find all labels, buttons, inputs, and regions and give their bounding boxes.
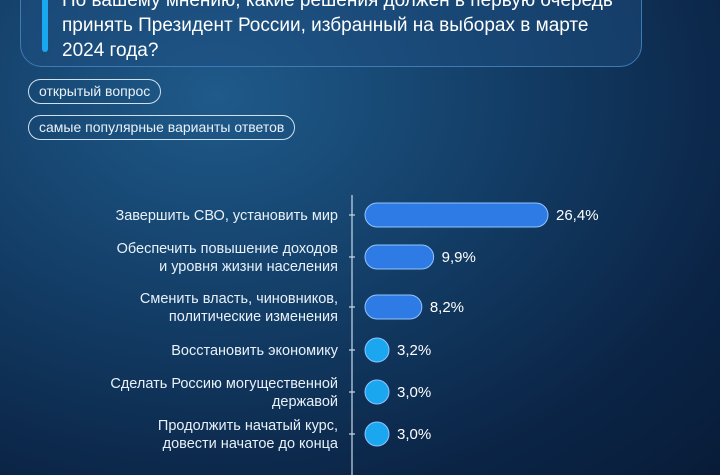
chart-value-label: 3,2% (397, 342, 431, 359)
chart-category-label: Сменить власть, чиновников, (140, 291, 338, 307)
question-accent-bar (42, 0, 48, 52)
question-line-1: По вашему мнению, какие решения должен в… (62, 0, 613, 11)
chart-category-label: Обеспечить повышение доходов (117, 241, 339, 257)
open-question-chip: открытый вопрос (28, 79, 162, 104)
question-text: По вашему мнению, какие решения должен в… (62, 0, 622, 63)
question-line-2: принять Президент России, избранный на в… (62, 15, 589, 36)
chart-category-label: державой (272, 394, 338, 410)
chart-value-label: 26,4% (556, 207, 599, 224)
question-card (20, 0, 642, 67)
chart-category-label: довести начатое до конца (163, 436, 339, 452)
chart-category-label: Восстановить экономику (171, 343, 338, 359)
chart-value-label: 8,2% (430, 299, 464, 316)
chart-value-label: 3,0% (397, 384, 431, 401)
chart-bar (364, 244, 435, 270)
chart-category-label: и уровня жизни населения (159, 259, 338, 275)
chart-bar (364, 202, 549, 228)
chart-value-label: 9,9% (442, 249, 476, 266)
chart-category-label: Продолжить начатый курс, (158, 418, 338, 434)
chart-bar (364, 337, 390, 363)
chart-bar (364, 421, 390, 447)
popular-answers-chip: самые популярные варианты ответов (28, 115, 296, 140)
chart-bar (364, 379, 390, 405)
chart-value-label: 3,0% (397, 426, 431, 443)
chart-category-label: политические изменения (169, 309, 338, 325)
chart-category-label: Завершить СВО, установить мир (115, 208, 338, 224)
question-line-3: 2024 года? (62, 40, 159, 61)
chart-bar (364, 294, 423, 320)
chart-category-label: Сделать Россию могущественной (110, 376, 338, 392)
